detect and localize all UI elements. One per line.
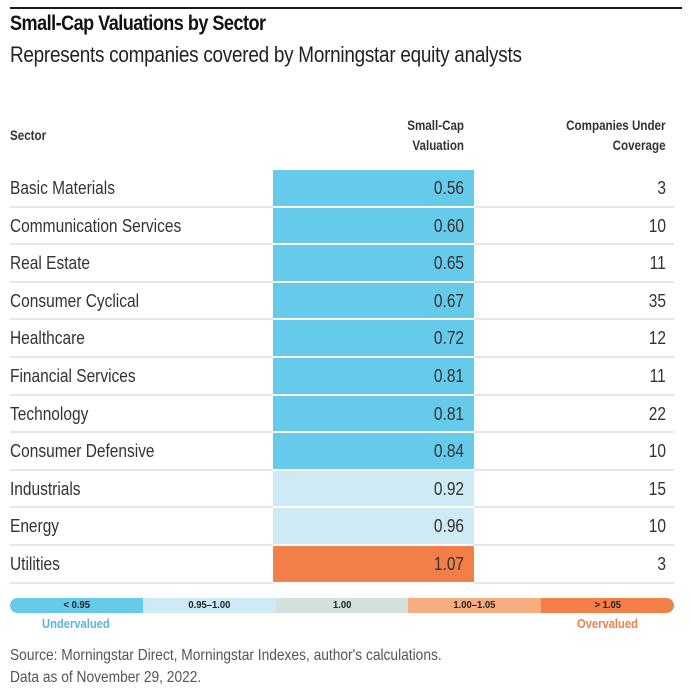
legend-segment: > 1.05: [541, 598, 674, 613]
table-row: Industrials 0.92 15: [10, 470, 674, 509]
column-header-coverage: Companies Under Coverage: [567, 116, 666, 156]
table-row: Financial Services 0.81 11: [10, 357, 674, 396]
coverage-count: 10: [648, 516, 666, 537]
valuation-value: 0.84: [433, 441, 464, 462]
coverage-count: 10: [648, 441, 666, 462]
column-header-coverage-line1: Companies Under: [566, 118, 666, 133]
column-header-coverage-line2: Coverage: [613, 138, 666, 153]
sector-label: Communication Services: [10, 215, 182, 236]
coverage-count: 22: [648, 403, 666, 424]
legend-segment-label: 0.95–1.00: [188, 599, 231, 611]
chart-subtitle: Represents companies covered by Mornings…: [10, 42, 522, 67]
source-note: Source: Morningstar Direct, Morningstar …: [10, 645, 442, 689]
source-text: Source: Morningstar Direct, Morningstar …: [10, 647, 442, 664]
valuation-cell: 0.84: [273, 433, 474, 471]
sector-label: Utilities: [10, 553, 60, 574]
coverage-count: 12: [648, 328, 666, 349]
table-row: Consumer Cyclical 0.67 35: [10, 282, 674, 321]
sector-label: Financial Services: [10, 365, 136, 386]
column-header-sector: Sector: [10, 128, 47, 143]
legend-segment-label: 1.00: [332, 599, 352, 611]
sector-label: Industrials: [10, 478, 81, 499]
coverage-count: 3: [657, 553, 666, 574]
valuation-value: 0.72: [433, 328, 464, 349]
sector-label: Real Estate: [10, 253, 91, 274]
column-header-valuation: Small-Cap Valuation: [407, 116, 464, 156]
legend-overvalued-label: Overvalued: [577, 616, 638, 631]
valuation-cell: 1.07: [273, 545, 474, 584]
sector-label: Technology: [10, 403, 89, 424]
legend-undervalued-label: Undervalued: [42, 616, 110, 631]
valuation-cell: 0.67: [273, 282, 474, 321]
valuation-value: 0.67: [433, 290, 464, 311]
table-row: Real Estate 0.65 11: [10, 245, 674, 283]
sector-label: Consumer Defensive: [10, 441, 155, 462]
table-row: Energy 0.96 10: [10, 508, 674, 546]
coverage-count: 11: [649, 365, 666, 386]
valuation-value: 0.96: [433, 516, 464, 537]
legend-segment: < 0.95: [10, 598, 143, 613]
sector-label: Energy: [10, 516, 60, 537]
valuation-cell: 0.56: [273, 170, 474, 208]
table-row: Technology 0.81 22: [10, 395, 674, 434]
coverage-count: 10: [648, 215, 666, 236]
data-date-text: Data as of November 29, 2022.: [10, 669, 202, 686]
legend-segment: 1.00: [275, 598, 409, 613]
legend-segment: 0.95–1.00: [142, 598, 276, 613]
coverage-count: 15: [648, 478, 666, 499]
valuation-cell: 0.81: [273, 395, 474, 434]
valuation-value: 0.92: [433, 478, 464, 499]
sector-label: Healthcare: [10, 328, 85, 349]
valuation-value: 0.60: [433, 215, 464, 236]
table-row: Consumer Defensive 0.84 10: [10, 433, 674, 471]
legend-segment: 1.00–1.05: [408, 598, 542, 613]
valuation-cell: 0.72: [273, 320, 474, 358]
sector-label: Basic Materials: [10, 178, 115, 198]
coverage-count: 11: [649, 253, 666, 274]
column-header-valuation-line2: Valuation: [412, 138, 464, 153]
valuation-cell: 0.81: [273, 357, 474, 396]
legend-segment-label: < 0.95: [63, 599, 90, 611]
legend-segment-label: 1.00–1.05: [453, 599, 496, 611]
coverage-count: 35: [648, 290, 666, 311]
valuation-value: 0.56: [433, 178, 464, 198]
valuation-value: 0.81: [433, 365, 464, 386]
table-row: Utilities 1.07 3: [10, 545, 674, 584]
table-row: Healthcare 0.72 12: [10, 320, 674, 358]
valuation-cell: 0.96: [273, 508, 474, 546]
coverage-count: 3: [657, 178, 666, 198]
table-row: Communication Services 0.60 10: [10, 207, 674, 246]
valuation-cell: 0.65: [273, 245, 474, 283]
chart-title: Small-Cap Valuations by Sector: [10, 12, 266, 35]
valuation-cell: 0.92: [273, 470, 474, 509]
legend-segment-label: > 1.05: [594, 599, 621, 611]
sector-label: Consumer Cyclical: [10, 290, 140, 311]
valuation-cell: 0.60: [273, 207, 474, 246]
valuation-value: 0.65: [433, 253, 464, 274]
valuation-value: 1.07: [433, 553, 464, 574]
valuation-value: 0.81: [433, 403, 464, 424]
top-rule: [10, 7, 682, 9]
table-body: Basic Materials 0.56 3 Communication Servic…: [10, 170, 674, 584]
table-row: Basic Materials 0.56 3: [10, 170, 674, 208]
column-header-valuation-line1: Small-Cap: [407, 118, 464, 133]
legend-bar: < 0.95 0.95–1.00 1.00 1.00–1.05 > 1.05: [10, 598, 674, 613]
